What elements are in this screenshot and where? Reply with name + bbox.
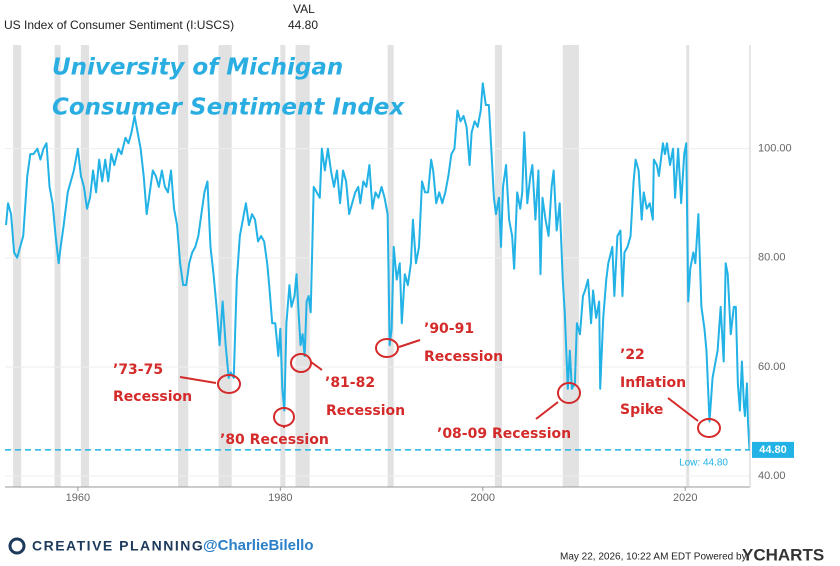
annotation: ’90-91 xyxy=(424,321,474,337)
annotation: ’08-09 Recession xyxy=(437,426,571,442)
series-name: US Index of Consumer Sentiment (I:USCS) xyxy=(4,18,234,32)
annotation: Spike xyxy=(620,402,663,418)
chart-title: University of Michigan xyxy=(52,55,343,81)
current-value: 44.80 xyxy=(288,18,318,32)
current-badge xyxy=(752,441,794,458)
recession-band xyxy=(54,45,61,487)
annotation: Recession xyxy=(326,403,405,419)
provider: YCHARTS xyxy=(742,545,824,564)
recession-band xyxy=(387,45,394,487)
y-tick-label: 60.00 xyxy=(758,361,786,373)
recession-band xyxy=(295,45,310,487)
x-tick-label: 2000 xyxy=(471,492,495,504)
recession-band xyxy=(280,45,286,487)
annotation: Recession xyxy=(424,349,503,365)
x-tick-label: 1980 xyxy=(268,492,292,504)
logo xyxy=(8,537,26,555)
recession-band xyxy=(80,45,90,487)
timestamp: May 22, 2026, 10:22 AM EDT Powered by xyxy=(560,552,747,563)
x-tick-label: 1960 xyxy=(66,492,90,504)
data-line xyxy=(5,82,751,450)
y-tick-label: 40.00 xyxy=(758,470,786,482)
plot-area xyxy=(5,45,751,487)
recession-band xyxy=(562,45,579,487)
annotation: ’81-82 xyxy=(325,375,375,391)
y-tick-label: 80.00 xyxy=(758,252,786,264)
brand: CREATIVE PLANNING xyxy=(32,538,204,554)
annotation: Recession xyxy=(113,389,192,405)
recession-band xyxy=(494,45,503,487)
chart-title: Consumer Sentiment Index xyxy=(52,95,405,121)
x-tick-label: 2020 xyxy=(673,492,697,504)
recession-band xyxy=(178,45,189,487)
recession-band xyxy=(13,45,22,487)
annotation: ’73-75 xyxy=(113,362,163,378)
annotation: Inflation xyxy=(620,375,686,391)
annotation-shapes xyxy=(179,338,721,438)
handle: @CharlieBilello xyxy=(203,537,314,554)
annotation: ’22 xyxy=(620,347,645,363)
column-header: VAL xyxy=(293,2,315,16)
low-label: Low: 44.80 xyxy=(679,458,728,469)
annotation: ’80 Recession xyxy=(220,432,329,448)
y-tick-label: 100.00 xyxy=(758,143,792,155)
current-badge-label: 44.80 xyxy=(759,444,787,456)
